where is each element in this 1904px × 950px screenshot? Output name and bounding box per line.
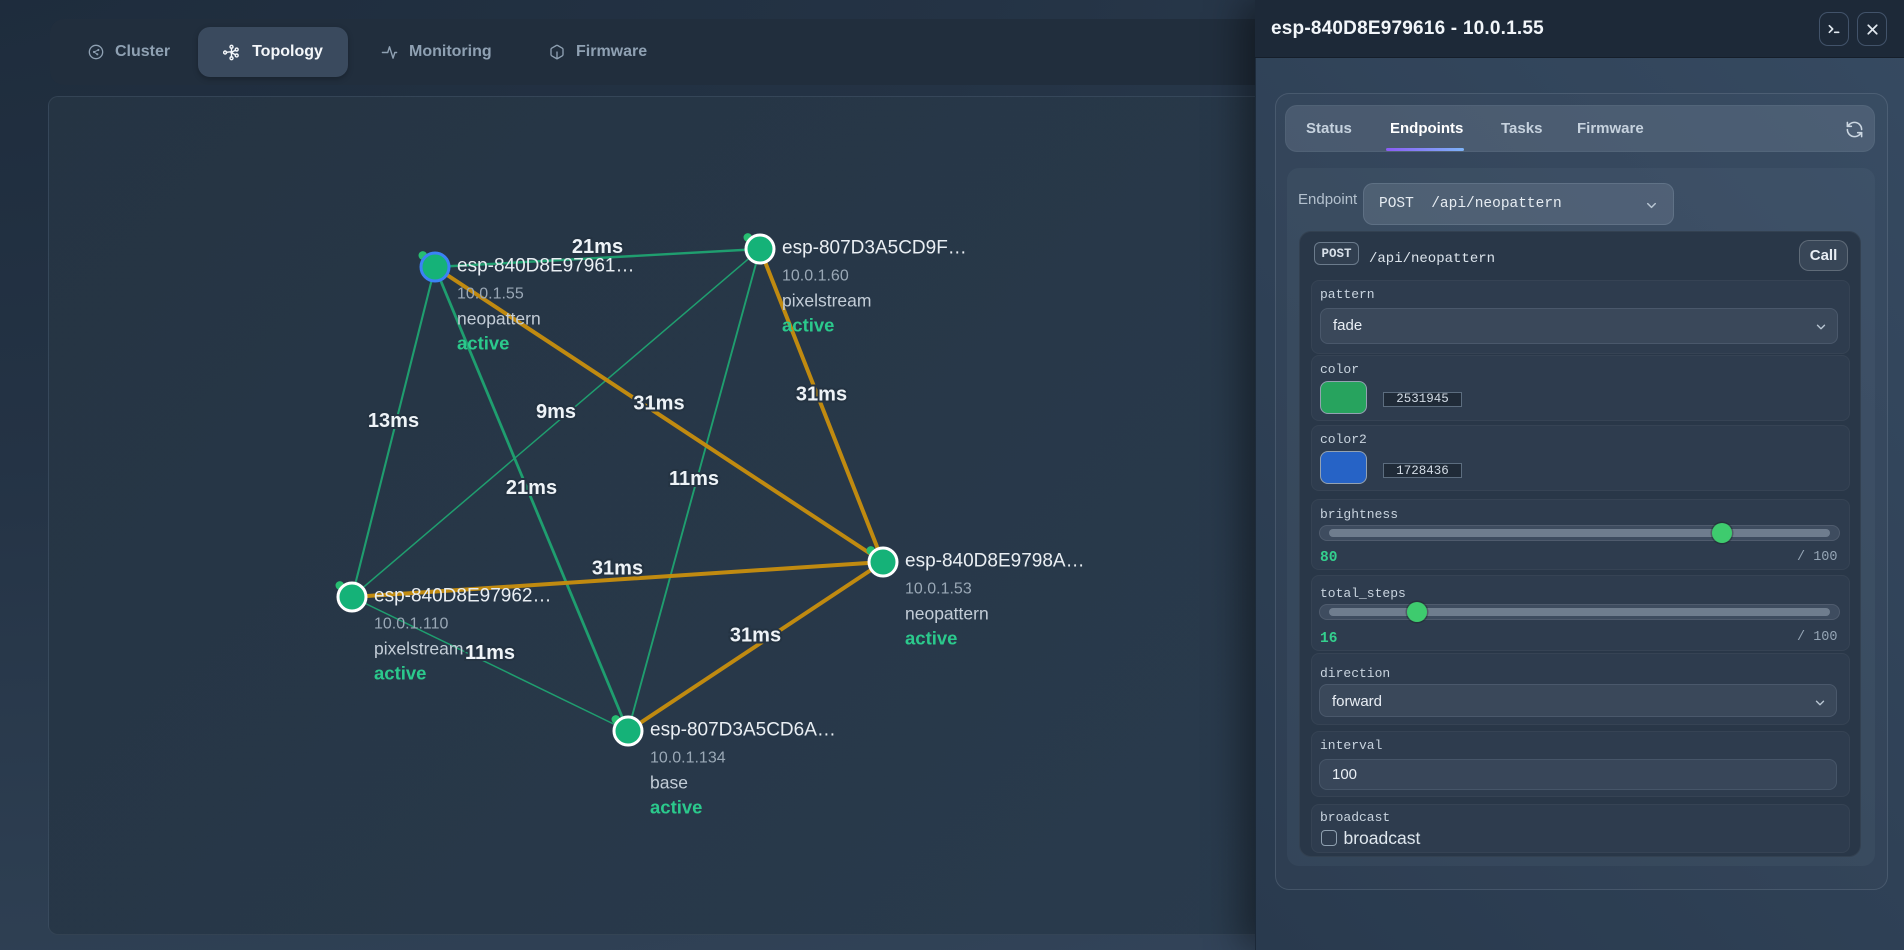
svg-text:31ms: 31ms [592,558,643,580]
svg-text:10.0.1.60: 10.0.1.60 [782,267,849,284]
svg-text:active: active [374,663,426,684]
svg-text:31ms: 31ms [730,625,781,647]
svg-text:esp-840D8E97961…: esp-840D8E97961… [457,256,634,277]
svg-text:base: base [650,773,688,793]
svg-text:9ms: 9ms [536,401,576,423]
svg-text:esp-840D8E97962…: esp-840D8E97962… [374,586,551,607]
svg-text:10.0.1.55: 10.0.1.55 [457,285,524,302]
svg-text:esp-807D3A5CD9F…: esp-807D3A5CD9F… [782,238,967,259]
svg-text:31ms: 31ms [633,393,684,415]
svg-text:esp-840D8E9798A…: esp-840D8E9798A… [905,551,1085,572]
svg-text:31ms: 31ms [796,384,847,406]
svg-text:active: active [905,628,957,649]
svg-text:pixelstream: pixelstream [782,291,871,311]
svg-text:11ms: 11ms [669,468,719,490]
svg-text:esp-807D3A5CD6A…: esp-807D3A5CD6A… [650,720,836,741]
svg-text:active: active [782,315,834,336]
svg-text:neopattern: neopattern [905,604,989,624]
svg-text:13ms: 13ms [368,410,419,432]
svg-text:neopattern: neopattern [457,309,541,329]
svg-text:21ms: 21ms [506,477,557,499]
svg-text:active: active [650,797,702,818]
svg-text:10.0.1.134: 10.0.1.134 [650,749,726,766]
svg-text:11ms: 11ms [465,642,515,664]
svg-text:21ms: 21ms [572,236,623,258]
svg-text:10.0.1.110: 10.0.1.110 [374,615,449,632]
svg-text:active: active [457,333,509,354]
svg-text:pixelstream: pixelstream [374,639,463,659]
svg-text:10.0.1.53: 10.0.1.53 [905,580,972,597]
